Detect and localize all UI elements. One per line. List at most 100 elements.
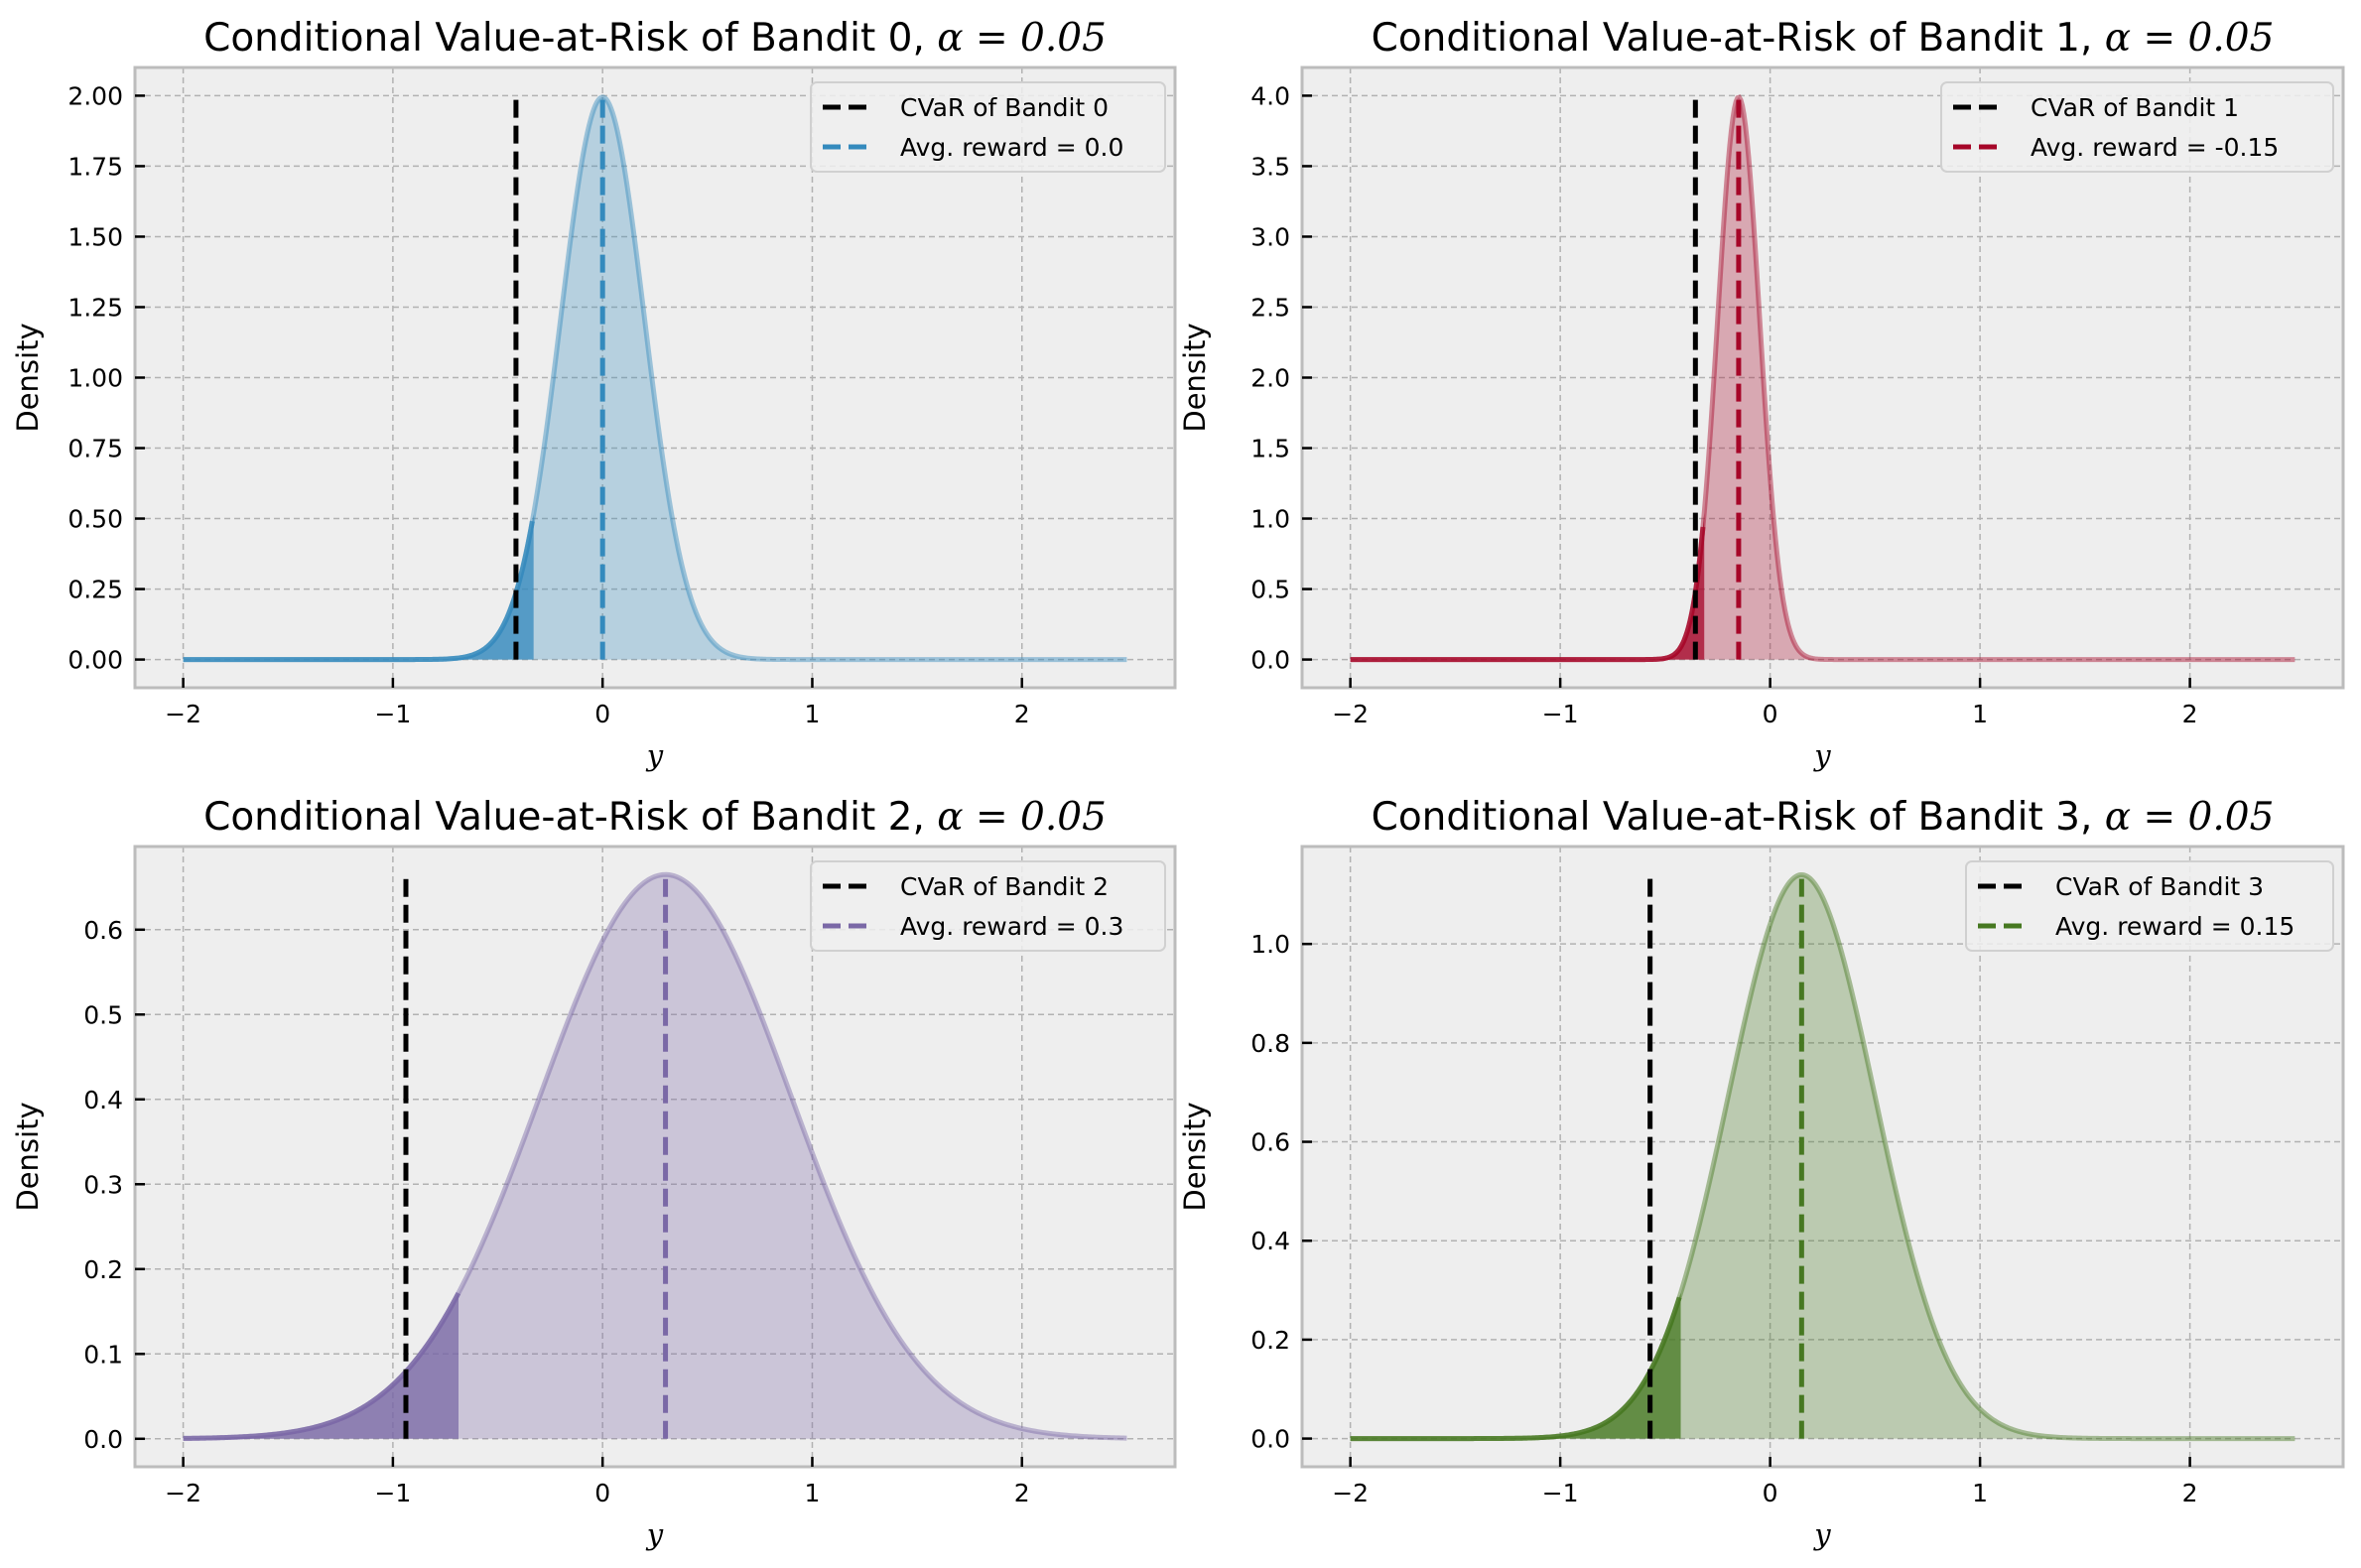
subplot-title: Conditional Value-at-Risk of Bandit 2, α… [203,795,1107,840]
density-plot [183,94,1127,663]
y-tick-label: 1.50 [67,222,123,251]
x-axis-label: y [1812,738,1831,772]
x-tick-label: 2 [1014,1479,1030,1507]
y-tick-label: 0.4 [83,1086,123,1114]
legend-entry-cvar: CVaR of Bandit 0 [900,93,1109,122]
ticks: −2 −1 0 1 2 0.0 0.5 1.0 1.5 2.0 2.5 3.0 3.5 4.0 [1250,81,2197,728]
legend-entry-cvar: CVaR of Bandit 1 [2031,93,2239,122]
subplot-bandit-2: −2 −1 0 1 2 0.0 0.1 0.2 0.3 0.4 0.5 0.6 Conditional … [11,795,1177,1551]
y-tick-label: 2.0 [1250,364,1290,393]
grid [1302,67,2343,688]
grid [135,847,1175,1467]
density-plot [1350,94,2295,663]
y-tick-label: 0.75 [67,435,123,463]
legend-entry-cvar: CVaR of Bandit 3 [2055,872,2264,901]
y-tick-label: 0.0 [1250,646,1290,675]
subplot-bandit-1: −2 −1 0 1 2 0.0 0.5 1.0 1.5 2.0 2.5 3.0 3.5 4.0 Condit… [1178,16,2345,772]
ticks: −2 −1 0 1 2 0.0 0.2 0.4 0.6 0.8 1.0 [1250,930,2197,1507]
x-tick-label: −1 [1542,700,1579,728]
legend-entry-avg-reward: Avg. reward = -0.15 [2031,133,2279,162]
y-tick-label: 1.5 [1250,435,1290,463]
x-tick-label: 1 [1972,1479,1988,1507]
x-tick-label: −1 [374,1479,411,1507]
y-axis-label: Density [1178,323,1212,432]
subplot-bandit-3: −2 −1 0 1 2 0.0 0.2 0.4 0.6 0.8 1.0 Conditional Val… [1178,795,2345,1551]
x-tick-label: −2 [1332,700,1369,728]
tail-density-curve [183,1291,461,1441]
x-tick-label: 0 [594,700,610,728]
tail-density-curve [183,520,535,663]
y-tick-label: 3.5 [1250,152,1290,181]
legend: CVaR of Bandit 2 Avg. reward = 0.3 [810,860,1166,952]
subplot-title: Conditional Value-at-Risk of Bandit 0, α… [203,16,1107,61]
subplot-title: Conditional Value-at-Risk of Bandit 1, α… [1372,16,2275,61]
y-axis-label: Density [11,323,45,432]
x-tick-label: 2 [2182,700,2198,728]
x-tick-label: −2 [165,1479,201,1507]
x-axis-label: y [645,738,664,772]
x-tick-label: 1 [805,700,821,728]
y-tick-label: 4.0 [1250,81,1290,110]
y-tick-label: 1.25 [67,293,123,322]
subplot-bandit-0: −2 −1 0 1 2 0.00 0.25 0.50 0.75 1.00 1.25 1.50 1.75 2… [11,16,1177,772]
y-tick-label: 3.0 [1250,222,1290,251]
density-fill [183,874,1127,1439]
y-axis-label: Density [11,1102,45,1211]
legend-box [1940,81,2334,173]
y-tick-label: 0.4 [1250,1227,1290,1255]
axes-frame [133,845,1177,1469]
y-axis-label: Density [1178,1102,1212,1211]
x-tick-label: −1 [1542,1479,1579,1507]
y-tick-label: 0.0 [1250,1425,1290,1454]
tail-density-curve [1350,526,1706,663]
tail-risk-fill [183,1292,459,1439]
y-tick-label: 0.50 [67,505,123,534]
y-tick-label: 0.5 [83,1000,123,1029]
y-tick-label: 1.0 [1250,930,1290,959]
x-tick-label: 2 [2182,1479,2198,1507]
x-tick-label: 0 [594,1479,610,1507]
x-tick-label: 0 [1763,700,1778,728]
y-tick-label: 1.00 [67,364,123,393]
x-tick-label: 0 [1763,1479,1778,1507]
y-tick-label: 0.8 [1250,1029,1290,1058]
subplot-title: Conditional Value-at-Risk of Bandit 3, α… [1372,795,2275,840]
x-tick-label: −1 [374,700,411,728]
legend-entry-avg-reward: Avg. reward = 0.3 [900,912,1123,941]
legend-entry-cvar: CVaR of Bandit 2 [900,872,1109,901]
legend-box [1965,860,2334,952]
x-tick-label: −2 [1332,1479,1369,1507]
y-tick-label: 2.5 [1250,293,1290,322]
legend-box [810,81,1166,173]
y-tick-label: 0.6 [1250,1128,1290,1157]
density-plot [1350,872,2295,1442]
x-tick-label: 1 [805,1479,821,1507]
y-tick-label: 0.5 [1250,576,1290,604]
y-tick-label: 0.3 [83,1170,123,1199]
legend-entry-avg-reward: Avg. reward = 0.15 [2055,912,2295,941]
y-tick-label: 1.0 [1250,505,1290,534]
legend: CVaR of Bandit 1 Avg. reward = -0.15 [1940,81,2334,173]
x-tick-label: 2 [1014,700,1030,728]
y-tick-label: 0.00 [67,646,123,675]
legend: CVaR of Bandit 3 Avg. reward = 0.15 [1965,860,2334,952]
y-tick-label: 0.6 [83,916,123,945]
ticks: −2 −1 0 1 2 0.00 0.25 0.50 0.75 1.00 1.25 1.50 1.75 2… [67,81,1029,728]
x-axis-label: y [645,1517,664,1551]
y-tick-label: 0.2 [1250,1326,1290,1355]
tail-risk-fill [183,514,534,660]
axes-frame [1300,845,2345,1469]
y-tick-label: 0.0 [83,1425,123,1454]
ticks: −2 −1 0 1 2 0.0 0.1 0.2 0.3 0.4 0.5 0.6 [83,916,1029,1507]
x-tick-label: 1 [1972,700,1988,728]
y-tick-label: 0.25 [67,576,123,604]
y-tick-label: 1.75 [67,152,123,181]
y-tick-label: 0.2 [83,1255,123,1284]
density-fill [183,96,1127,660]
y-tick-label: 0.1 [83,1340,123,1369]
y-tick-label: 2.00 [67,81,123,110]
density-fill [1350,874,2295,1439]
legend-entry-avg-reward: Avg. reward = 0.0 [900,133,1123,162]
legend-box [810,860,1166,952]
